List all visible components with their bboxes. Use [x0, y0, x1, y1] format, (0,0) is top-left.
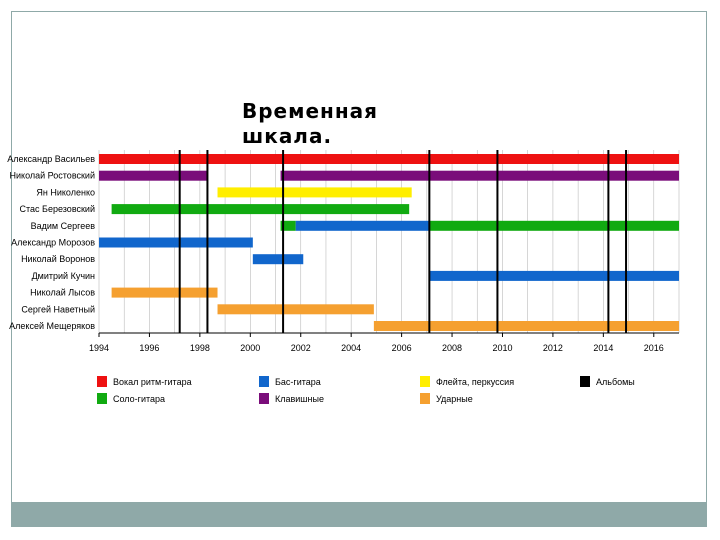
membership-bar-bass	[99, 237, 253, 248]
legend-label-flute: Флейта, перкуссия	[436, 377, 514, 387]
member-labels: Александр Васильев Николай Ростовский Ян Н…	[7, 154, 95, 331]
slide-title: Временная шкала.	[242, 99, 379, 148]
legend-label-keys: Клавишные	[275, 394, 324, 404]
legend-swatch-keys	[259, 393, 269, 404]
x-tick-label: 2012	[543, 343, 563, 353]
legend: Вокал ритм-гитара Бас-гитара Флейта, перку…	[97, 376, 635, 404]
legend-swatch-albums	[580, 376, 590, 387]
legend-swatch-drums	[420, 393, 430, 404]
x-axis: 1994 1996 1998 2000 2002 2004 2006 2008 2010 2012…	[89, 332, 679, 353]
member-label: Ян Николенко	[36, 187, 95, 197]
member-label: Сергей Наветный	[21, 304, 95, 314]
x-tick-label: 2004	[341, 343, 361, 353]
x-tick-label: 1994	[89, 343, 109, 353]
membership-bar-keys	[99, 170, 208, 181]
slide-footer-bar	[12, 502, 706, 526]
legend-swatch-flute	[420, 376, 430, 387]
membership-bar-drums	[217, 304, 374, 315]
member-label: Николай Лысов	[30, 288, 95, 298]
legend-swatch-lead	[97, 393, 107, 404]
membership-bar-drums	[373, 321, 679, 331]
member-label: Николай Ростовский	[10, 171, 95, 181]
membership-bar-bass	[252, 254, 304, 265]
legend-label-vocal: Вокал ритм-гитара	[113, 377, 192, 387]
membership-bar-lead	[111, 204, 410, 215]
legend-label-lead: Соло-гитара	[113, 394, 165, 404]
member-label: Николай Воронов	[21, 254, 95, 264]
member-label: Стас Березовский	[20, 204, 95, 214]
membership-bar-keys	[280, 170, 679, 181]
member-label: Вадим Сергеев	[31, 221, 96, 231]
x-tick-label: 1998	[190, 343, 210, 353]
legend-label-bass: Бас-гитара	[275, 377, 321, 387]
x-tick-label: 2016	[644, 343, 664, 353]
album-markers	[178, 150, 628, 333]
membership-bars	[99, 154, 679, 331]
legend-label-drums: Ударные	[436, 394, 473, 404]
member-label: Дмитрий Кучин	[32, 271, 95, 281]
legend-swatch-vocal	[97, 376, 107, 387]
x-tick-label: 2014	[593, 343, 613, 353]
membership-bar-drums	[111, 287, 218, 298]
membership-bar-bass	[295, 220, 430, 231]
member-label: Александр Морозов	[11, 238, 95, 248]
x-tick-label: 1996	[139, 343, 159, 353]
membership-bar-bass	[429, 270, 679, 281]
x-tick-label: 2008	[442, 343, 462, 353]
membership-bar-vocal	[99, 154, 679, 164]
x-tick-label: 2006	[392, 343, 412, 353]
x-tick-label: 2010	[492, 343, 512, 353]
member-label: Александр Васильев	[7, 154, 95, 164]
slide-frame	[11, 11, 707, 527]
x-tick-label: 2002	[291, 343, 311, 353]
membership-bar-lead	[280, 220, 296, 231]
legend-swatch-bass	[259, 376, 269, 387]
legend-label-albums: Альбомы	[596, 377, 635, 387]
membership-bar-flute	[217, 187, 412, 198]
member-label: Алексей Мещеряков	[9, 321, 95, 331]
x-tick-label: 2000	[240, 343, 260, 353]
membership-bar-lead	[429, 220, 679, 231]
